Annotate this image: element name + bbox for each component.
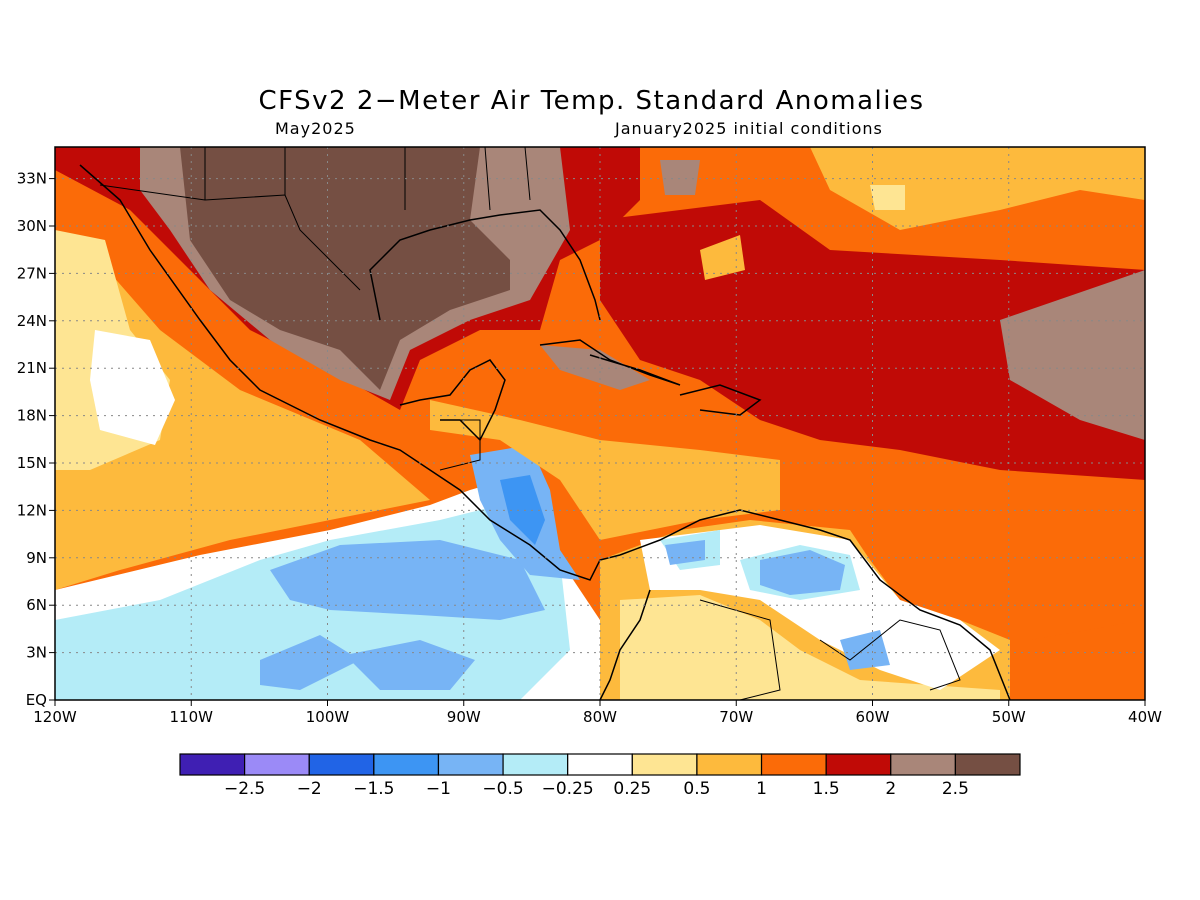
- colorbar-label: 2: [885, 779, 896, 799]
- coastlines: [79, 164, 1011, 701]
- colorbar-label: −2: [297, 779, 322, 799]
- lat-tick-label: 15N: [17, 454, 47, 472]
- lat-tick-label: 24N: [17, 312, 47, 330]
- colorbar-swatch: [890, 753, 956, 776]
- lon-tick-label: 40W: [1128, 708, 1162, 726]
- colorbar-label: −0.5: [482, 779, 523, 799]
- colorbar-label: 2.5: [942, 779, 969, 799]
- colorbar-swatch: [954, 753, 1021, 776]
- colorbar: −2.5 −2 −1.5 −1 −0.5 −0.25 0.25 0.5 1 1.5 2 2.5: [179, 753, 1021, 799]
- valid-month-label: May2025: [275, 119, 356, 138]
- lon-tick-label: 90W: [447, 708, 481, 726]
- colorbar-label: 1: [756, 779, 767, 799]
- lon-tick-label: 120W: [33, 708, 77, 726]
- colorbar-swatch: [696, 753, 763, 776]
- colorbar-swatch: [760, 753, 827, 776]
- colorbar-label: 1.5: [813, 779, 840, 799]
- latitude-axis: EQ 3N 6N 9N 12N 15N 18N 21N 24N 27N 30N 33N: [17, 170, 55, 709]
- lat-tick-label: 27N: [17, 264, 47, 282]
- colorbar-label: 0.5: [683, 779, 710, 799]
- lat-tick-label: 9N: [26, 549, 47, 567]
- colorbar-swatch: [244, 753, 310, 776]
- colorbar-label: −1.5: [353, 779, 394, 799]
- lon-tick-label: 70W: [719, 708, 753, 726]
- colorbar-swatch: [373, 753, 440, 776]
- lon-tick-label: 100W: [306, 708, 350, 726]
- colorbar-label: −0.25: [542, 779, 594, 799]
- lat-tick-label: 12N: [17, 501, 47, 519]
- colorbar-swatch: [631, 753, 698, 776]
- colorbar-label: −1: [426, 779, 451, 799]
- colorbar-swatch: [825, 753, 892, 776]
- colorbar-swatch: [308, 753, 375, 776]
- anomaly-field: [55, 147, 1145, 700]
- lat-tick-label: 6N: [26, 596, 47, 614]
- lat-tick-label: 33N: [17, 170, 47, 188]
- colorbar-swatch: [502, 753, 569, 776]
- lon-tick-label: 80W: [583, 708, 617, 726]
- lat-tick-label: 3N: [26, 644, 47, 662]
- lat-tick-label: 18N: [17, 407, 47, 425]
- initial-conditions-label: January2025 initial conditions: [615, 119, 883, 138]
- lat-tick-label: 30N: [17, 217, 47, 235]
- lon-tick-label: 50W: [992, 708, 1026, 726]
- lon-tick-label: 60W: [856, 708, 890, 726]
- lon-tick-label: 110W: [170, 708, 214, 726]
- colorbar-swatch: [179, 753, 246, 776]
- longitude-axis: 120W 110W 100W 90W 80W 70W 60W 50W 40W: [33, 700, 1162, 726]
- colorbar-label: −2.5: [224, 779, 265, 799]
- colorbar-swatch: [437, 753, 504, 776]
- lat-tick-label: EQ: [26, 691, 47, 709]
- map-title: CFSv2 2−Meter Air Temp. Standard Anomali…: [258, 86, 925, 116]
- gridlines: [55, 147, 1145, 700]
- colorbar-swatch: [567, 753, 633, 776]
- lat-tick-label: 21N: [17, 359, 47, 377]
- colorbar-label: 0.25: [613, 779, 651, 799]
